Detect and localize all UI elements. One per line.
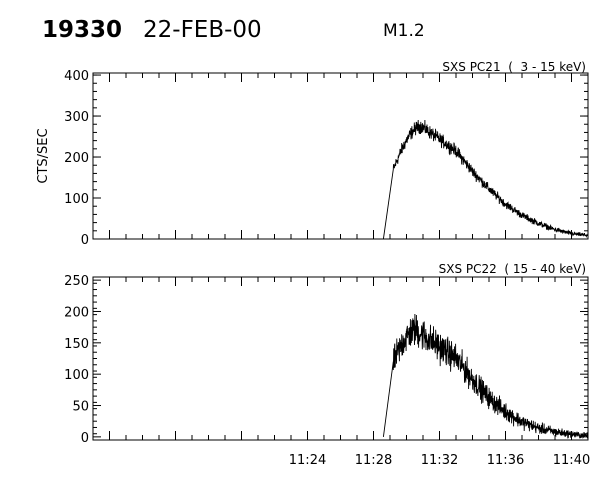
y-tick-label: 100 bbox=[64, 192, 89, 207]
x-tick-label: 11:36 bbox=[487, 453, 524, 468]
y-tick-label: 200 bbox=[64, 151, 89, 166]
x-tick-label: 11:32 bbox=[421, 453, 458, 468]
y-tick-label: 50 bbox=[72, 400, 89, 415]
panel-title-1: SXS PC21 ( 3 - 15 keV) bbox=[442, 60, 586, 74]
plot-frame-1 bbox=[92, 72, 589, 240]
lightcurve-line-1 bbox=[382, 119, 589, 240]
y-tick-label: 250 bbox=[64, 274, 89, 289]
event-date: 22-FEB-00 bbox=[143, 17, 262, 43]
y-tick-label: 100 bbox=[64, 368, 89, 383]
x-tick-label: 11:24 bbox=[289, 453, 326, 468]
lightcurve-line-2 bbox=[382, 313, 589, 439]
y-tick-label: 200 bbox=[64, 305, 89, 320]
y-tick-label: 150 bbox=[64, 337, 89, 352]
y-tick-label: 0 bbox=[81, 431, 89, 446]
x-tick-label: 11:40 bbox=[553, 453, 590, 468]
plot-frame-2 bbox=[92, 276, 589, 441]
y-axis-label: CTS/SEC bbox=[36, 128, 51, 183]
y-tick-label: 300 bbox=[64, 110, 89, 125]
y-tick-label: 400 bbox=[64, 69, 89, 84]
panel-title-2: SXS PC22 ( 15 - 40 keV) bbox=[439, 262, 586, 276]
x-tick-label: 11:28 bbox=[355, 453, 392, 468]
y-tick-label: 0 bbox=[81, 233, 89, 248]
flare-class: M1.2 bbox=[383, 21, 425, 41]
event-id: 19330 bbox=[42, 17, 123, 43]
